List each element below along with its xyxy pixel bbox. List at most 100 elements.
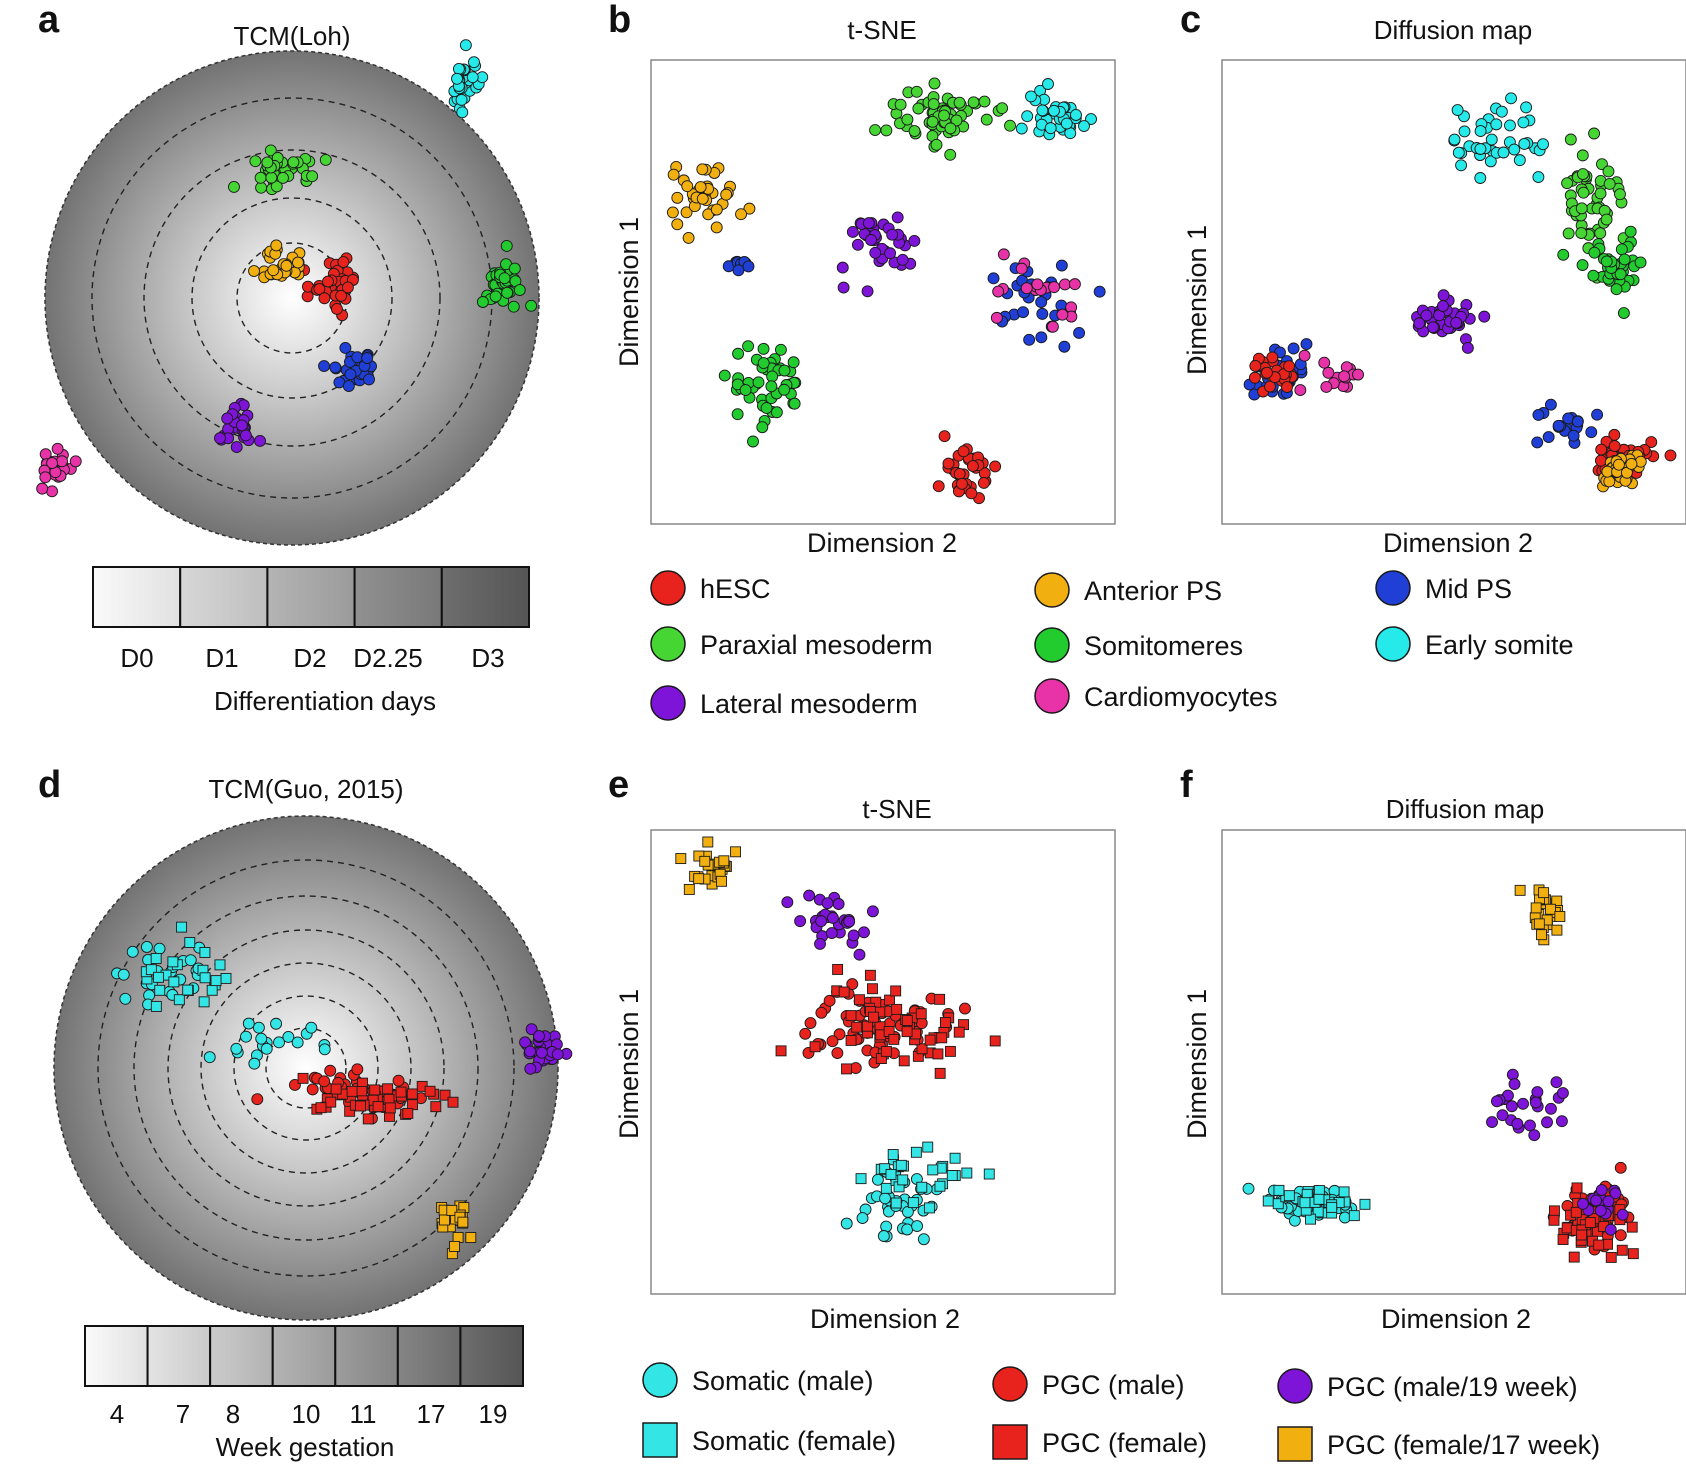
point-b-2-14 (671, 218, 684, 231)
point-a-7-17 (69, 455, 82, 468)
panel-label-b: b (608, 0, 631, 41)
point-b-6-25 (1093, 285, 1106, 298)
point-b-7-17 (1020, 282, 1033, 295)
point-e-4-1 (917, 1233, 930, 1246)
point-c-5-19 (1283, 360, 1296, 373)
point-f-1-24 (1528, 1129, 1541, 1142)
point-f-3-13 (1305, 1213, 1316, 1225)
point-b-5-17 (770, 406, 783, 419)
point-d-5-28 (535, 1046, 548, 1059)
point-b-5-45 (742, 340, 755, 353)
point-b-7-19 (1031, 278, 1044, 291)
point-b-6-8 (1035, 296, 1048, 309)
point-f-5-31 (1605, 1251, 1617, 1263)
point-d-4-34 (424, 1085, 436, 1097)
point-b-8-26 (957, 445, 970, 458)
point-a-6-25 (468, 56, 480, 69)
point-e-1-23 (803, 889, 816, 902)
point-c-1-47 (1576, 168, 1589, 180)
point-d-4-16 (430, 1101, 442, 1113)
point-d-4-35 (402, 1108, 414, 1119)
point-d-1-2 (206, 984, 218, 996)
point-d-5-24 (551, 1048, 564, 1061)
point-a-6-21 (452, 62, 465, 75)
point-b-5-21 (747, 435, 759, 448)
panel-a-title: TCM(Loh) (233, 21, 350, 51)
point-f-3-34 (1313, 1193, 1325, 1205)
point-e-2-52 (823, 994, 836, 1007)
point-c-6-8 (1318, 356, 1331, 369)
point-b-4-31 (891, 211, 904, 224)
point-e-0-21 (699, 855, 711, 867)
point-d-1-7 (150, 1000, 162, 1012)
point-a-1-27 (280, 259, 293, 272)
legend-top-label-7: Early somite (1425, 630, 1574, 660)
point-c-7-16 (1552, 419, 1565, 432)
point-c-1-7 (1588, 127, 1601, 140)
point-e-3-44 (841, 1063, 852, 1075)
point-e-3-53 (901, 1015, 913, 1026)
panel-a-points (36, 39, 538, 498)
point-f-3-15 (1262, 1195, 1274, 1207)
point-b-6-29 (1035, 331, 1048, 344)
point-a-5-37 (513, 284, 526, 297)
point-e-3-2 (809, 1041, 821, 1053)
point-e-5-22 (916, 1181, 928, 1193)
point-b-7-9 (1046, 320, 1059, 333)
point-b-5-35 (787, 356, 800, 369)
point-e-3-30 (939, 1017, 951, 1028)
point-b-4-21 (836, 261, 849, 274)
legend-top-marker-1 (650, 626, 686, 662)
point-f-5-41 (1576, 1229, 1588, 1241)
point-e-2-17 (959, 1002, 971, 1015)
point-a-2-21 (344, 368, 357, 381)
point-b-5-37 (788, 397, 801, 410)
point-e-3-12 (845, 1035, 857, 1046)
point-e-1-13 (858, 926, 870, 939)
panel-c-xlabel: Dimension 2 (1383, 528, 1533, 558)
point-e-5-10 (949, 1152, 961, 1164)
point-b-0-14 (880, 124, 893, 137)
point-e-1-28 (866, 905, 879, 918)
point-a-7-20 (36, 482, 49, 495)
point-f-3-28 (1299, 1197, 1311, 1209)
point-c-3-38 (1436, 300, 1449, 313)
point-b-4-0 (851, 238, 864, 251)
colorbar-tick-0-1: D1 (205, 643, 238, 673)
point-e-4-30 (877, 1230, 890, 1242)
point-a-4-17 (255, 181, 268, 194)
point-b-5-48 (731, 408, 744, 421)
legend-bottom-label-2: PGC (male) (1042, 1370, 1185, 1400)
point-c-4-20 (1287, 342, 1300, 355)
point-d-6-23 (457, 1216, 469, 1228)
point-d-2-14 (270, 1017, 283, 1030)
point-b-4-34 (869, 246, 882, 259)
point-e-3-1 (775, 1045, 787, 1057)
point-c-1-45 (1577, 186, 1590, 199)
point-b-1-34 (1078, 120, 1090, 132)
colorbar-cell-3-1 (146, 1325, 212, 1387)
point-c-2-37 (1600, 255, 1613, 268)
point-b-5-49 (739, 384, 752, 397)
point-d-1-21 (214, 959, 226, 971)
point-b-6-3 (1055, 259, 1068, 272)
point-f-5-29 (1570, 1206, 1582, 1218)
point-e-5-11 (855, 1173, 867, 1185)
point-d-2-18 (318, 1043, 331, 1056)
point-b-0-59 (944, 122, 957, 135)
point-f-1-10 (1505, 1100, 1518, 1113)
point-e-0-19 (702, 836, 714, 848)
point-a-6-26 (451, 72, 463, 85)
point-d-4-39 (372, 1101, 384, 1113)
panel-c-points (1243, 92, 1677, 493)
point-f-1-15 (1511, 1117, 1524, 1130)
point-b-7-15 (992, 285, 1005, 298)
point-f-0-22 (1554, 910, 1566, 922)
point-f-5-24 (1616, 1244, 1628, 1256)
point-b-0-1 (1004, 119, 1016, 132)
point-b-3-10 (732, 264, 745, 277)
point-b-2-13 (666, 206, 679, 219)
point-e-1-25 (832, 898, 845, 910)
point-e-5-21 (927, 1164, 939, 1176)
point-c-3-33 (1420, 309, 1433, 322)
